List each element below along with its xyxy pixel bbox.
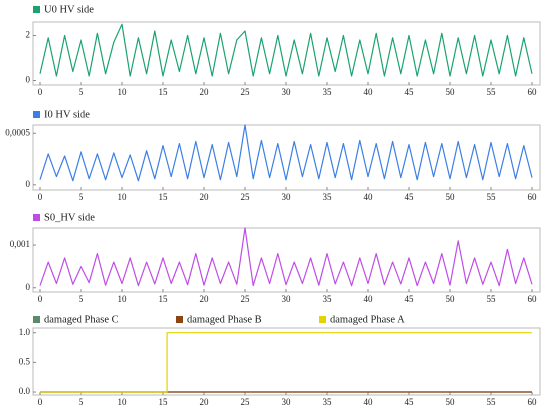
- x-tick-label: 5: [79, 87, 84, 97]
- legend-label: damaged Phase C: [44, 314, 119, 325]
- x-tick-label: 30: [282, 397, 292, 407]
- series-line: [40, 332, 532, 393]
- x-tick-label: 35: [323, 192, 333, 202]
- x-tick-label: 10: [118, 294, 128, 304]
- x-tick-label: 20: [200, 192, 210, 202]
- series-line: [39, 124, 533, 182]
- x-tick-label: 50: [446, 397, 456, 407]
- x-tick-label: 15: [159, 87, 169, 97]
- y-tick-label: 0.5: [19, 356, 31, 366]
- x-tick-label: 25: [241, 192, 251, 202]
- x-tick-label: 45: [405, 294, 415, 304]
- legend-swatch: [33, 214, 40, 221]
- series-line: [39, 23, 533, 77]
- series-line: [39, 227, 533, 287]
- x-tick-label: 50: [446, 192, 456, 202]
- x-tick-label: 10: [118, 397, 128, 407]
- x-tick-label: 60: [528, 192, 538, 202]
- x-tick-label: 55: [487, 294, 497, 304]
- x-tick-label: 15: [159, 192, 169, 202]
- x-tick-label: 35: [323, 397, 333, 407]
- legend-swatch: [176, 316, 183, 323]
- x-tick-label: 55: [487, 192, 497, 202]
- x-tick-label: 0: [38, 294, 43, 304]
- x-tick-label: 25: [241, 294, 251, 304]
- x-tick-label: 25: [241, 397, 251, 407]
- x-tick-label: 45: [405, 192, 415, 202]
- y-tick-label: 0: [26, 282, 31, 292]
- legend-label: damaged Phase A: [330, 314, 405, 325]
- y-tick-label: 0,0005: [5, 127, 30, 137]
- y-tick-label: 2: [26, 30, 31, 40]
- y-tick-label: 0: [26, 75, 31, 85]
- x-tick-label: 50: [446, 294, 456, 304]
- x-tick-label: 45: [405, 397, 415, 407]
- x-tick-label: 40: [364, 294, 374, 304]
- legend-swatch: [33, 6, 40, 13]
- legend-swatch: [33, 316, 40, 323]
- x-tick-label: 60: [528, 87, 538, 97]
- x-tick-label: 30: [282, 192, 292, 202]
- plot-frame: [32, 327, 541, 396]
- x-tick-label: 15: [159, 397, 169, 407]
- legend-swatch: [33, 111, 40, 118]
- x-tick-label: 5: [79, 294, 84, 304]
- x-tick-label: 30: [282, 87, 292, 97]
- legend-label: I0 HV side: [44, 109, 90, 120]
- x-tick-label: 35: [323, 294, 333, 304]
- y-tick-label: 0.0: [19, 386, 31, 396]
- legend-label: S0_HV side: [44, 212, 95, 223]
- x-tick-label: 30: [282, 294, 292, 304]
- legend-label: damaged Phase B: [187, 314, 262, 325]
- y-tick-label: 1.0: [19, 327, 31, 337]
- x-tick-label: 5: [79, 192, 84, 202]
- x-tick-label: 10: [118, 192, 128, 202]
- legend-swatch: [319, 316, 326, 323]
- x-tick-label: 15: [159, 294, 169, 304]
- x-tick-label: 20: [200, 87, 210, 97]
- x-tick-label: 50: [446, 87, 456, 97]
- x-tick-label: 0: [38, 87, 43, 97]
- y-tick-label: 0,001: [10, 239, 30, 249]
- x-tick-label: 40: [364, 87, 374, 97]
- x-tick-label: 35: [323, 87, 333, 97]
- legend-label: U0 HV side: [44, 4, 94, 15]
- y-tick-label: 0: [26, 179, 31, 189]
- x-tick-label: 60: [528, 294, 538, 304]
- x-tick-label: 60: [528, 397, 538, 407]
- x-tick-label: 25: [241, 87, 251, 97]
- x-tick-label: 0: [38, 397, 43, 407]
- x-tick-label: 20: [200, 397, 210, 407]
- x-tick-label: 0: [38, 192, 43, 202]
- x-tick-label: 55: [487, 397, 497, 407]
- x-tick-label: 20: [200, 294, 210, 304]
- x-tick-label: 40: [364, 397, 374, 407]
- x-tick-label: 10: [118, 87, 128, 97]
- x-tick-label: 5: [79, 397, 84, 407]
- plot-frame: [32, 124, 541, 191]
- x-tick-label: 55: [487, 87, 497, 97]
- x-tick-label: 40: [364, 192, 374, 202]
- plot-frame: [32, 227, 541, 293]
- x-tick-label: 45: [405, 87, 415, 97]
